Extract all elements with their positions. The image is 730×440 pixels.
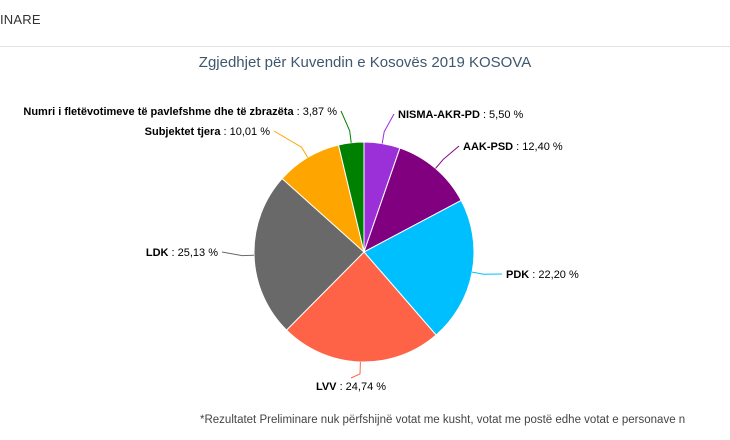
data-label-numri-i-flet-votimeve-t-pavlefshme-dhe-t-zbraz-ta: Numri i fletëvotimeve të pavlefshme dhe … [23,106,337,118]
data-label-pdk: PDK : 22,20 % [506,269,579,281]
connector-ldk [221,251,255,257]
connector-aak-psd [435,145,460,169]
pie-slice-aak-psd[interactable] [363,147,462,254]
connector-subjektet-tjera [273,130,309,158]
data-label-aak-psd: AAK-PSD : 12,40 % [463,141,563,153]
data-label-nisma-akr-pd: NISMA-AKR-PD : 5,50 % [398,109,524,121]
pie-slice-ldk[interactable] [253,177,365,331]
pie-slice-lvv[interactable] [285,251,437,363]
pie-slice-pdk[interactable] [363,199,475,336]
connector-lvv [350,361,361,379]
connector-nisma-akr-pd [381,113,395,144]
data-label-subjektet-tjera: Subjektet tjera : 10,01 % [145,126,271,138]
nav-tab-preliminare[interactable]: INARE [0,12,41,27]
connector-numri-i-flet-votimeve-t-pavlefshme-dhe-t-zbraz-ta [340,110,352,143]
data-label-lvv: LVV : 24,74 % [316,381,386,393]
connector-pdk [472,271,503,275]
data-label-ldk: LDK : 25,13 % [146,247,218,259]
chart-title: Zgjedhjet për Kuvendin e Kosovës 2019 KO… [198,54,532,71]
top-navigation-bar: INARE [0,0,730,47]
footnote: *Rezultatet Preliminare nuk përfshijnë v… [200,414,686,426]
